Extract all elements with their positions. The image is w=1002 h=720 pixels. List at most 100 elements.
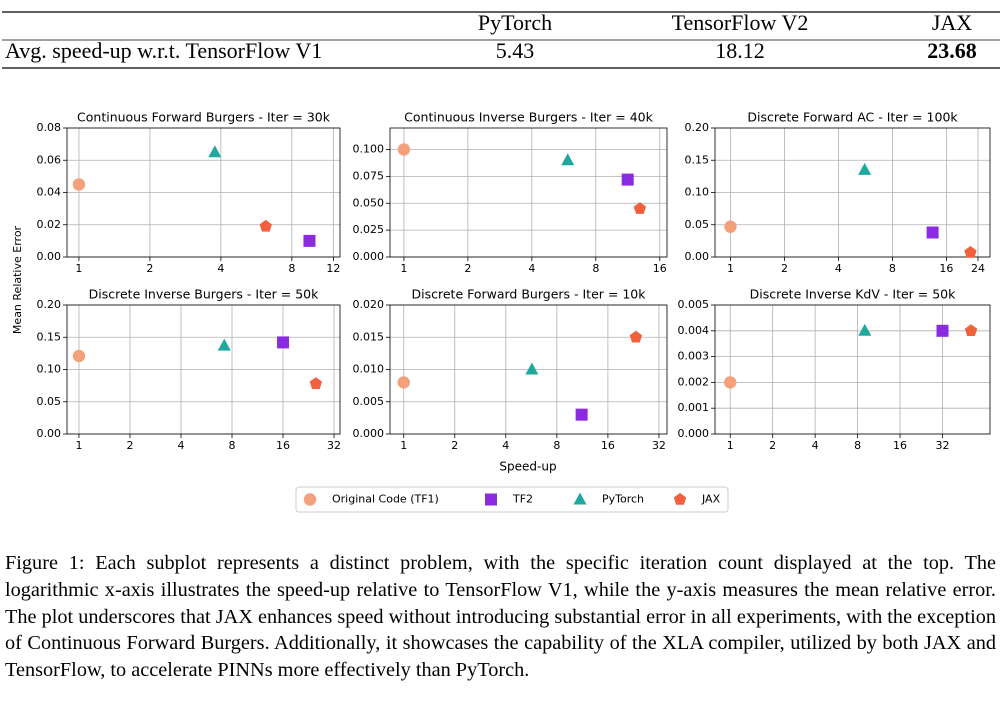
x-tick-label: 8 [889,262,896,275]
column-header: PyTorch [478,10,552,35]
x-tick-label: 1 [400,262,407,275]
caption: Figure 1: Each subplot represents a dist… [5,550,996,684]
y-tick-label: 0.000 [353,427,385,440]
marker-circle: Original Code (TF1) [724,376,737,389]
marker-pentagon: JAX [629,330,643,343]
x-tick-label: 2 [464,262,471,275]
y-tick-label: 0.10 [37,363,62,376]
y-tick-label: 0.00 [37,250,62,263]
cell: 23.68 [927,38,977,63]
x-axis-label: Speed-up [499,460,556,474]
x-tick-label: 16 [601,439,615,452]
y-tick-label: 0.002 [678,375,710,388]
panel-title: Discrete Forward Burgers - Iter = 10k [412,287,647,302]
y-tick-label: 0.075 [353,169,385,182]
y-tick-label: 0.004 [678,324,710,337]
legend-label: TF2 [512,493,533,506]
axes-frame [389,304,668,435]
y-tick-label: 0.20 [685,121,710,134]
panel-title: Discrete Inverse KdV - Iter = 50k [750,287,956,302]
marker-circle: Original Code (TF1) [397,143,411,156]
x-tick-label: 1 [400,439,407,452]
axes-frame [66,127,341,258]
y-axis-label: Mean Relative Error [11,225,24,334]
marker-triangle: PyTorch [561,153,575,166]
panel-title: Discrete Forward AC - Iter = 100k [747,110,958,125]
y-tick-label: 0.00 [37,427,62,440]
y-tick-label: 0.08 [37,121,62,134]
caption-text: Each subplot represents a distinct probl… [5,552,996,682]
marker-square: TF2 [277,336,290,349]
cell: 18.12 [715,38,765,63]
y-tick-label: 0.000 [678,427,710,440]
x-tick-label: 8 [229,439,236,452]
marker-square: TF2 [926,226,939,239]
panel-title: Continuous Forward Burgers - Iter = 30k [77,110,331,125]
axes-frame [66,304,341,435]
marker-pentagon: JAX [309,377,323,389]
column-header: JAX [932,10,972,35]
x-tick-label: 8 [592,262,599,275]
x-tick-label: 2 [769,439,776,452]
y-tick-label: 0.06 [37,153,62,166]
y-tick-label: 0.050 [353,196,385,209]
column-header: TensorFlow V2 [672,10,809,35]
marker-triangle: PyTorch [208,145,222,158]
row-label: Avg. speed-up w.r.t. TensorFlow V1 [5,38,322,63]
marker-pentagon: JAX [259,219,272,232]
x-tick-label: 2 [451,439,458,452]
marker-pentagon: JAX [964,324,978,337]
x-tick-label: 4 [177,439,184,452]
axes-frame [714,304,991,435]
x-tick-label: 2 [126,439,133,452]
marker-pentagon [673,493,687,505]
marker-triangle: PyTorch [525,362,539,375]
x-tick-label: 16 [893,439,907,452]
y-tick-label: 0.005 [353,395,385,408]
y-tick-label: 0.05 [37,395,62,408]
x-tick-label: 12 [326,262,340,275]
axes-frame [714,127,991,258]
marker-square: TF2 [303,234,316,247]
y-tick-label: 0.100 [353,143,385,156]
x-tick-label: 8 [854,439,861,452]
x-tick-label: 1 [727,262,734,275]
x-tick-label: 8 [288,262,295,275]
marker-square: TF2 [575,408,588,421]
marker-circle: Original Code (TF1) [72,178,86,191]
y-tick-label: 0.025 [353,223,385,236]
x-tick-label: 16 [653,262,667,275]
legend-label: PyTorch [602,493,644,506]
y-tick-label: 0.015 [353,330,385,343]
panel-title: Continuous Inverse Burgers - Iter = 40k [404,110,653,125]
y-tick-label: 0.005 [678,298,710,311]
x-tick-label: 1 [727,439,734,452]
x-tick-label: 16 [939,262,953,275]
marker-triangle: PyTorch [858,323,872,336]
marker-pentagon: JAX [633,202,647,214]
x-tick-label: 1 [75,262,82,275]
cell: 5.43 [496,38,535,63]
legend-box [295,486,729,513]
marker-square: TF2 [621,173,634,186]
marker-square [485,493,497,506]
caption-label: Figure 1: [5,552,85,574]
x-tick-label: 24 [971,262,985,275]
panel-title: Discrete Inverse Burgers - Iter = 50k [89,287,320,302]
marker-square: TF2 [936,324,949,337]
x-tick-label: 4 [502,439,509,452]
y-tick-label: 0.010 [353,363,385,376]
x-tick-label: 4 [812,439,819,452]
x-tick-label: 2 [781,262,788,275]
x-tick-label: 4 [217,262,224,275]
y-tick-label: 0.020 [353,298,385,311]
y-tick-label: 0.05 [685,218,710,231]
x-tick-label: 32 [935,439,949,452]
y-tick-label: 0.02 [37,218,62,231]
y-tick-label: 0.001 [678,401,710,414]
legend-label: JAX [701,493,721,506]
x-tick-label: 2 [146,262,153,275]
marker-circle: Original Code (TF1) [724,220,737,233]
y-tick-label: 0.15 [685,153,710,166]
